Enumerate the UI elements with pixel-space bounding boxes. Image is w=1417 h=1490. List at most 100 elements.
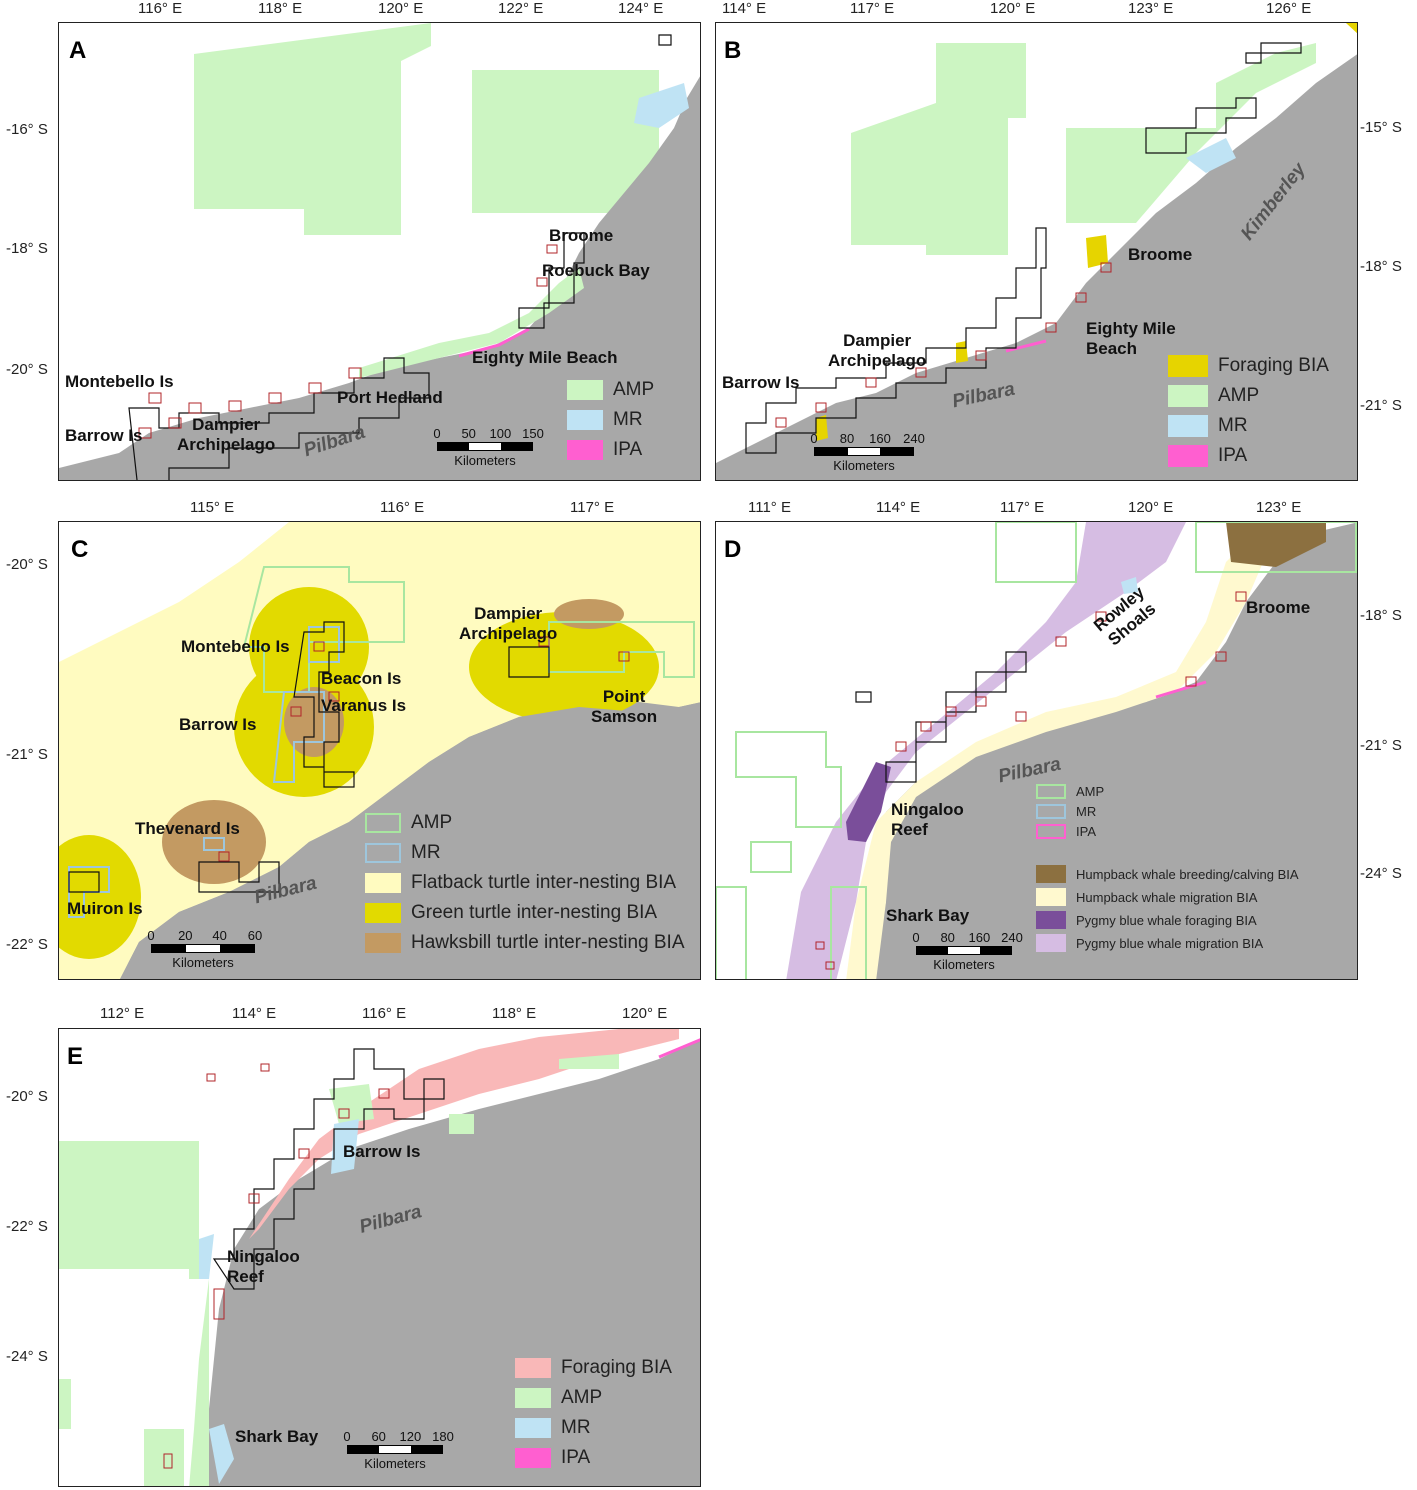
legend: AMP MR IPA (1036, 784, 1104, 844)
scale-bar: 0 80 160 240 Kilometers (810, 431, 924, 473)
x-tick: 116° E (138, 0, 183, 17)
amp-zone (194, 23, 431, 235)
legend-swatch (1168, 355, 1208, 377)
amp-zone (59, 1141, 209, 1486)
panel-label: C (71, 536, 89, 563)
place-beacon-is: Beacon Is (321, 669, 402, 688)
land-area (189, 1039, 700, 1486)
scale-tick: 240 (903, 431, 925, 446)
place-barrow-is: Barrow Is (722, 373, 800, 392)
place-broome: Broome (1246, 598, 1311, 617)
scale-tick: 80 (839, 431, 855, 446)
place-ningaloo-reef: Ningaloo Reef (227, 1247, 300, 1286)
amp-zone (329, 1084, 374, 1124)
amp-zone (59, 1379, 71, 1429)
hawksbill-turtle-bia (162, 800, 266, 884)
x-tick: 120° E (378, 0, 424, 17)
legend-item-mr: MR (567, 409, 654, 431)
legend-item-mr: MR (515, 1417, 672, 1439)
permit-blocks-black (745, 42, 1302, 454)
land-area (59, 76, 700, 480)
amp-zone (559, 1054, 619, 1069)
scale-unit: Kilometers (364, 1456, 426, 1471)
foraging-bia (956, 341, 968, 363)
x-tick: 120° E (1128, 499, 1174, 516)
place-point-samson: Point Samson (591, 687, 658, 726)
legend-item-green-turtle: Green turtle inter-nesting BIA (365, 902, 685, 924)
legend: AMP MR Flatback turtle inter-nesting BIA… (365, 812, 685, 962)
legend-swatch (567, 410, 603, 430)
scale-tick: 0 (912, 930, 920, 945)
legend-swatch (1168, 415, 1208, 437)
legend-swatch (1036, 911, 1066, 929)
y-tick: -20° S (6, 361, 48, 378)
place-shark-bay: Shark Bay (886, 906, 970, 925)
x-tick: 123° E (1256, 499, 1302, 516)
scale-tick: 150 (522, 426, 544, 441)
place-ningaloo-reef: Ningaloo Reef (891, 800, 964, 839)
x-tick: 120° E (622, 1005, 668, 1022)
legend-item-ipa: IPA (515, 1447, 672, 1469)
legend-swatch (567, 440, 603, 460)
scale-tick: 0 (810, 431, 818, 446)
y-tick: -18° S (1360, 607, 1402, 624)
scale-tick: 20 (178, 928, 193, 943)
scale-bar: 0 60 120 180 Kilometers (343, 1429, 453, 1471)
place-dampier-archipelago: Dampier Archipelago (459, 604, 558, 643)
legend-item-mr: MR (1036, 804, 1104, 819)
legend-swatch (1036, 865, 1066, 883)
place-port-hedland: Port Hedland (337, 388, 443, 407)
x-tick: 122° E (498, 0, 544, 17)
scale-tick: 180 (432, 1429, 454, 1444)
legend: Foraging BIA AMP MR IPA (1168, 355, 1329, 475)
indigenous-protected-area (1155, 680, 1207, 699)
marine-reserve (331, 1119, 359, 1174)
x-tick: 116° E (380, 499, 425, 516)
scale-tick: 0 (343, 1429, 351, 1444)
legend-swatch (365, 843, 401, 863)
scale-tick: 160 (968, 930, 991, 945)
amp-zone (851, 43, 1026, 255)
place-roebuck-bay: Roebuck Bay (542, 261, 650, 280)
y-tick: -18° S (6, 240, 48, 257)
x-tick: 117° E (850, 0, 895, 17)
map-c-canvas (59, 522, 700, 979)
marine-reserve (634, 83, 689, 128)
legend-item-pygmy-migration: Pygmy blue whale migration BIA (1036, 934, 1299, 952)
x-tick: 117° E (570, 499, 615, 516)
scale-bar: 0 50 100 150 Kilometers (433, 426, 543, 468)
map-panel-a: A Broome Roebuck Bay Eighty Mile Beach M… (58, 22, 701, 481)
x-tick: 112° E (100, 1005, 145, 1022)
scale-bar: 0 20 40 60 Kilometers (147, 928, 262, 970)
legend-swatch (515, 1418, 551, 1438)
legend-swatch (365, 933, 401, 953)
amp-outline (716, 522, 1357, 979)
scale-ticks: 0 60 120 180 (343, 1429, 453, 1445)
place-montebello-is: Montebello Is (65, 372, 174, 391)
pygmy-blue-whale-foraging-bia (846, 762, 891, 842)
scale-tick: 100 (489, 426, 512, 441)
y-tick: -20° S (6, 556, 48, 573)
place-muiron-is: Muiron Is (67, 899, 143, 918)
place-broome: Broome (1128, 245, 1193, 264)
x-tick: 124° E (618, 0, 664, 17)
indigenous-protected-area (658, 1038, 700, 1059)
x-tick: 118° E (492, 1005, 537, 1022)
green-turtle-bia (469, 612, 659, 722)
legend-item-amp: AMP (567, 379, 654, 401)
legend-item-humpback-breeding: Humpback whale breeding/calving BIA (1036, 865, 1299, 883)
hawksbill-turtle-bia (554, 599, 624, 629)
foraging-bia (816, 415, 828, 441)
scale-tick: 40 (212, 928, 227, 943)
legend-swatch (1036, 804, 1066, 819)
legend-swatch (515, 1448, 551, 1468)
marine-reserve (1186, 138, 1236, 173)
scale-ticks: 0 80 160 240 (912, 930, 1022, 946)
map-e-canvas (59, 1029, 700, 1486)
x-tick: 114° E (722, 0, 767, 17)
permit-blocks-red (775, 262, 1112, 428)
place-eighty-mile-beach: Eighty Mile Beach (1086, 319, 1176, 358)
legend-swatch (515, 1388, 551, 1408)
y-tick: -22° S (6, 1218, 48, 1235)
scale-tick: 0 (433, 426, 441, 441)
